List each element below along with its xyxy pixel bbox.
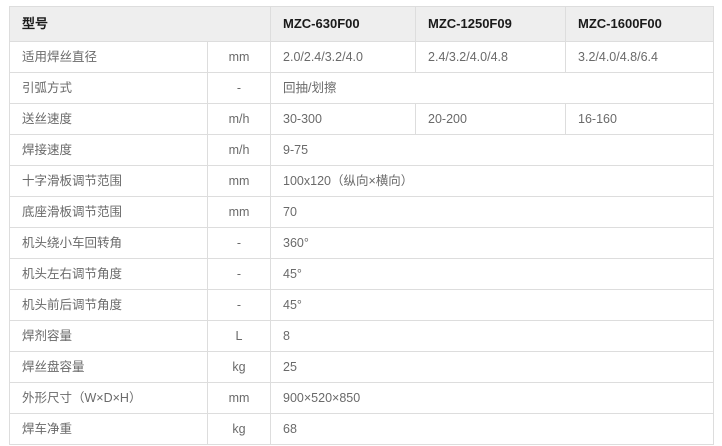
row-unit: - bbox=[206, 227, 272, 259]
row-value-merged: 100x120（纵向×横向） bbox=[270, 165, 715, 197]
table-row: 适用焊丝直径 mm 2.0/2.4/3.2/4.0 2.4/3.2/4.0/4.8 3.… bbox=[9, 41, 715, 73]
row-label: 外形尺寸（W×D×H） bbox=[9, 382, 208, 414]
table-row: 机头绕小车回转角 -360° bbox=[9, 227, 715, 259]
row-value-merged: 68 bbox=[270, 413, 715, 445]
row-label: 十字滑板调节范围 bbox=[9, 165, 208, 197]
row-value-merged: 25 bbox=[270, 351, 715, 383]
table-row: 焊丝盘容量 kg 25 bbox=[9, 351, 715, 383]
row-label: 送丝速度 bbox=[9, 103, 208, 135]
row-label: 适用焊丝直径 bbox=[9, 41, 208, 73]
row-label: 焊接速度 bbox=[9, 134, 208, 166]
table-body: 适用焊丝直径 mm 2.0/2.4/3.2/4.0 2.4/3.2/4.0/4.8 3.… bbox=[9, 41, 715, 445]
row-unit: m/h bbox=[206, 134, 272, 166]
table-header-row: 型号 MZC-630F00 MZC-1250F09 MZC-1600F00 bbox=[8, 6, 715, 42]
row-unit: m/h bbox=[206, 103, 272, 135]
row-value-merged: 9-75 bbox=[270, 134, 715, 166]
row-value-merged: 360° bbox=[270, 227, 715, 259]
row-value-merged: 45° bbox=[270, 289, 715, 321]
row-unit: mm bbox=[206, 41, 272, 73]
table-header: 型号 MZC-630F00 MZC-1250F09 MZC-1600F00 bbox=[8, 6, 715, 42]
row-value-3: 3.2/4.0/4.8/6.4 bbox=[565, 41, 715, 73]
row-unit: - bbox=[206, 258, 272, 290]
table-row: 引弧方式 - 回抽/划擦 bbox=[9, 72, 715, 104]
row-label: 焊丝盘容量 bbox=[9, 351, 208, 383]
row-value-merged: 900×520×850 bbox=[270, 382, 715, 414]
row-label: 机头前后调节角度 bbox=[9, 289, 208, 321]
row-unit: - bbox=[206, 289, 272, 321]
row-unit: L bbox=[206, 320, 272, 352]
row-value-3: 16-160 bbox=[565, 103, 715, 135]
table-row: 机头左右调节角度 -45° bbox=[9, 258, 715, 290]
column-header-model-2: MZC-1250F09 bbox=[415, 6, 567, 42]
row-value-2: 2.4/3.2/4.0/4.8 bbox=[415, 41, 567, 73]
row-value-merged: 70 bbox=[270, 196, 715, 228]
row-unit: - bbox=[206, 72, 272, 104]
row-label: 机头绕小车回转角 bbox=[9, 227, 208, 259]
row-value-1: 30-300 bbox=[270, 103, 417, 135]
table-row: 送丝速度 m/h 30-300 20-200 16-160 bbox=[9, 103, 715, 135]
row-label: 底座滑板调节范围 bbox=[9, 196, 208, 228]
row-value-1: 2.0/2.4/3.2/4.0 bbox=[270, 41, 417, 73]
welding-machine-spec-table: 型号 MZC-630F00 MZC-1250F09 MZC-1600F00 适用… bbox=[8, 6, 715, 445]
row-value-2: 20-200 bbox=[415, 103, 567, 135]
row-value-merged: 8 bbox=[270, 320, 715, 352]
table-row: 焊剂容量 L 8 bbox=[9, 320, 715, 352]
row-unit: mm bbox=[206, 382, 272, 414]
column-header-model-3: MZC-1600F00 bbox=[565, 6, 715, 42]
column-header-model-1: MZC-630F00 bbox=[270, 6, 417, 42]
row-value-merged: 回抽/划擦 bbox=[270, 72, 715, 104]
table-row: 焊接速度 m/h 9-75 bbox=[9, 134, 715, 166]
row-unit: mm bbox=[206, 165, 272, 197]
row-label: 焊剂容量 bbox=[9, 320, 208, 352]
table-row: 底座滑板调节范围 mm 70 bbox=[9, 196, 715, 228]
row-label: 焊车净重 bbox=[9, 413, 208, 445]
table-row: 外形尺寸（W×D×H） mm 900×520×850 bbox=[9, 382, 715, 414]
row-unit: kg bbox=[206, 351, 272, 383]
table-row: 机头前后调节角度 -45° bbox=[9, 289, 715, 321]
table-row: 十字滑板调节范围 mm 100x120（纵向×横向） bbox=[9, 165, 715, 197]
row-label: 机头左右调节角度 bbox=[9, 258, 208, 290]
row-label: 引弧方式 bbox=[9, 72, 208, 104]
row-unit: mm bbox=[206, 196, 272, 228]
column-header-model-name: 型号 bbox=[8, 6, 272, 42]
table-row: 焊车净重 kg 68 bbox=[9, 413, 715, 445]
row-unit: kg bbox=[206, 413, 272, 445]
row-value-merged: 45° bbox=[270, 258, 715, 290]
